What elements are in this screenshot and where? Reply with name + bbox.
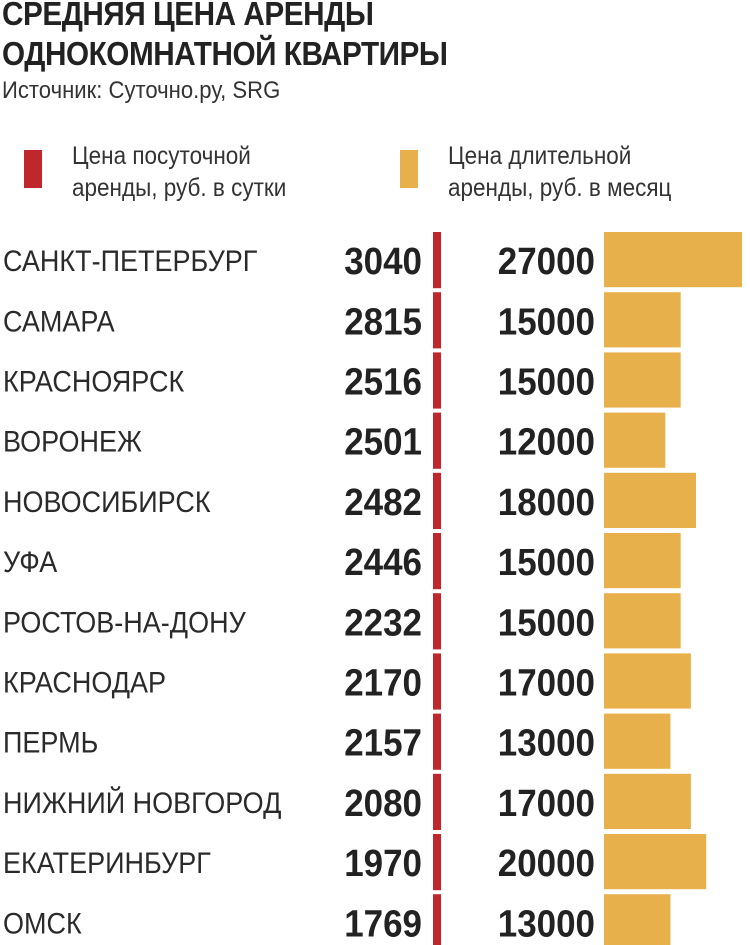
city-label: ОМСК	[3, 907, 82, 940]
chart-title: СРЕДНЯЯ ЦЕНА АРЕНДЫ ОДНОКОМНАТНОЙ КВАРТИ…	[2, 0, 448, 74]
chart-source: Источник: Суточно.ру, SRG	[2, 77, 281, 104]
legend-label-monthly-line-1: Цена длительной	[448, 142, 632, 170]
daily-price-bar	[433, 773, 441, 830]
daily-price-value: 1970	[344, 843, 422, 885]
monthly-price-value: 17000	[498, 663, 595, 705]
monthly-price-value: 12000	[498, 422, 595, 464]
daily-price-bar	[433, 232, 441, 289]
monthly-price-bar	[604, 232, 742, 288]
monthly-price-bar	[604, 713, 671, 769]
monthly-price-value: 15000	[498, 542, 595, 584]
daily-price-value: 2157	[344, 723, 422, 765]
city-label: КРАСНОЯРСК	[3, 366, 185, 399]
monthly-price-value: 15000	[498, 602, 595, 644]
city-label: КРАСНОДАР	[3, 667, 166, 700]
city-label: САМАРА	[3, 305, 115, 338]
daily-price-bar	[433, 593, 441, 650]
monthly-price-bar	[604, 352, 681, 408]
daily-price-value: 2501	[344, 422, 422, 464]
monthly-price-bar	[604, 593, 681, 649]
monthly-price-bar	[604, 292, 681, 348]
legend-label-daily-line-2: аренды, руб. в сутки	[72, 174, 287, 202]
daily-price-value: 2170	[344, 663, 422, 705]
daily-price-bar	[433, 653, 441, 710]
legend-label-monthly: Цена длительной аренды, руб. в месяц	[448, 140, 671, 204]
daily-price-value: 2232	[344, 602, 422, 644]
daily-price-bar	[433, 713, 441, 770]
monthly-price-bar	[604, 533, 681, 589]
legend-label-daily-line-1: Цена посуточной	[72, 142, 251, 170]
legend-label-monthly-line-2: аренды, руб. в месяц	[448, 174, 672, 202]
city-label: НОВОСИБИРСК	[3, 486, 211, 519]
daily-price-value: 2080	[344, 783, 422, 825]
legend-swatch-monthly	[400, 150, 418, 188]
city-label: УФА	[3, 546, 57, 579]
monthly-price-bar	[604, 773, 691, 829]
monthly-price-bar	[604, 894, 671, 945]
monthly-price-value: 27000	[498, 241, 595, 283]
daily-price-value: 2482	[344, 482, 422, 524]
city-label: НИЖНИЙ НОВГОРОД	[3, 786, 281, 820]
daily-price-value: 1769	[344, 903, 422, 945]
monthly-price-bar	[604, 834, 707, 890]
city-label: ПЕРМЬ	[3, 727, 98, 760]
monthly-price-value: 13000	[498, 723, 595, 765]
city-label: САНКТ-ПЕТЕРБУРГ	[3, 245, 257, 278]
legend-label-daily: Цена посуточной аренды, руб. в сутки	[72, 140, 286, 204]
monthly-price-value: 15000	[498, 301, 595, 343]
daily-price-bar	[433, 412, 441, 469]
daily-price-value: 2446	[344, 542, 422, 584]
monthly-price-bar	[604, 412, 666, 468]
daily-price-value: 2815	[344, 301, 422, 343]
legend-swatch-daily	[24, 150, 42, 188]
daily-price-bar	[433, 352, 441, 409]
monthly-price-bar	[604, 653, 691, 709]
monthly-price-value: 15000	[498, 362, 595, 404]
city-label: ВОРОНЕЖ	[3, 426, 142, 459]
daily-price-bar	[433, 472, 441, 529]
daily-price-bar	[433, 292, 441, 349]
monthly-price-value: 13000	[498, 903, 595, 945]
daily-price-value: 3040	[344, 241, 422, 283]
city-label: РОСТОВ-НА-ДОНУ	[3, 606, 247, 639]
monthly-price-value: 20000	[498, 843, 595, 885]
daily-price-bar	[433, 533, 441, 590]
chart-title-line-2: ОДНОКОМНАТНОЙ КВАРТИРЫ	[2, 35, 448, 72]
monthly-price-value: 17000	[498, 783, 595, 825]
monthly-price-value: 18000	[498, 482, 595, 524]
monthly-price-bar	[604, 472, 696, 528]
city-label: ЕКАТЕРИНБУРГ	[3, 847, 211, 880]
chart-title-line-1: СРЕДНЯЯ ЦЕНА АРЕНДЫ	[2, 0, 374, 32]
daily-price-bar	[433, 894, 441, 945]
daily-price-value: 2516	[344, 362, 422, 404]
daily-price-bar	[433, 834, 441, 891]
